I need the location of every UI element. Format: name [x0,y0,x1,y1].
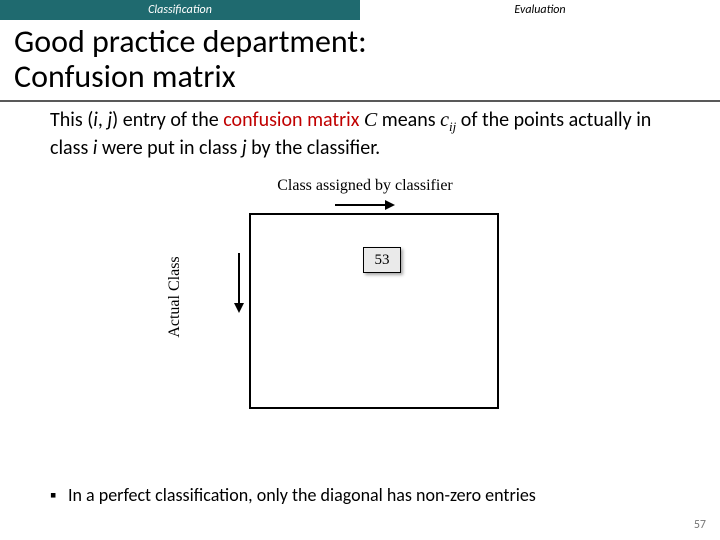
tab-evaluation: Evaluation [360,0,720,20]
slide-title: Good practice department: Confusion matr… [0,20,720,96]
body: This (i, j) entry of the confusion matri… [0,108,720,416]
symbol-cij: cij [440,109,456,131]
symbol-c: C [364,109,377,131]
bullet-text: In a perfect classification, only the di… [68,484,536,506]
main-paragraph: This (i, j) entry of the confusion matri… [50,108,680,160]
title-divider [0,100,720,102]
matrix-box: 53 [249,213,499,409]
confusion-matrix-diagram: Class assigned by classifier Actual Clas… [185,177,545,417]
matrix-cell: 53 [363,247,401,273]
bullet-marker-icon: ▪ [50,484,68,506]
diagram-left-label: Actual Class [166,256,184,337]
bullet-item: ▪ In a perfect classification, only the … [50,484,670,506]
tab-bar: Classification Evaluation [0,0,720,20]
page-number: 57 [694,518,706,532]
term-confusion-matrix: confusion matrix [223,108,359,132]
arrow-down-icon [233,253,245,313]
title-line-2: Confusion matrix [14,57,236,96]
title-line-1: Good practice department: [14,22,367,61]
diagram-top-label: Class assigned by classifier [185,177,545,195]
slide: Classification Evaluation Good practice … [0,0,720,540]
arrow-right-icon [335,199,395,211]
tab-classification: Classification [0,0,360,20]
